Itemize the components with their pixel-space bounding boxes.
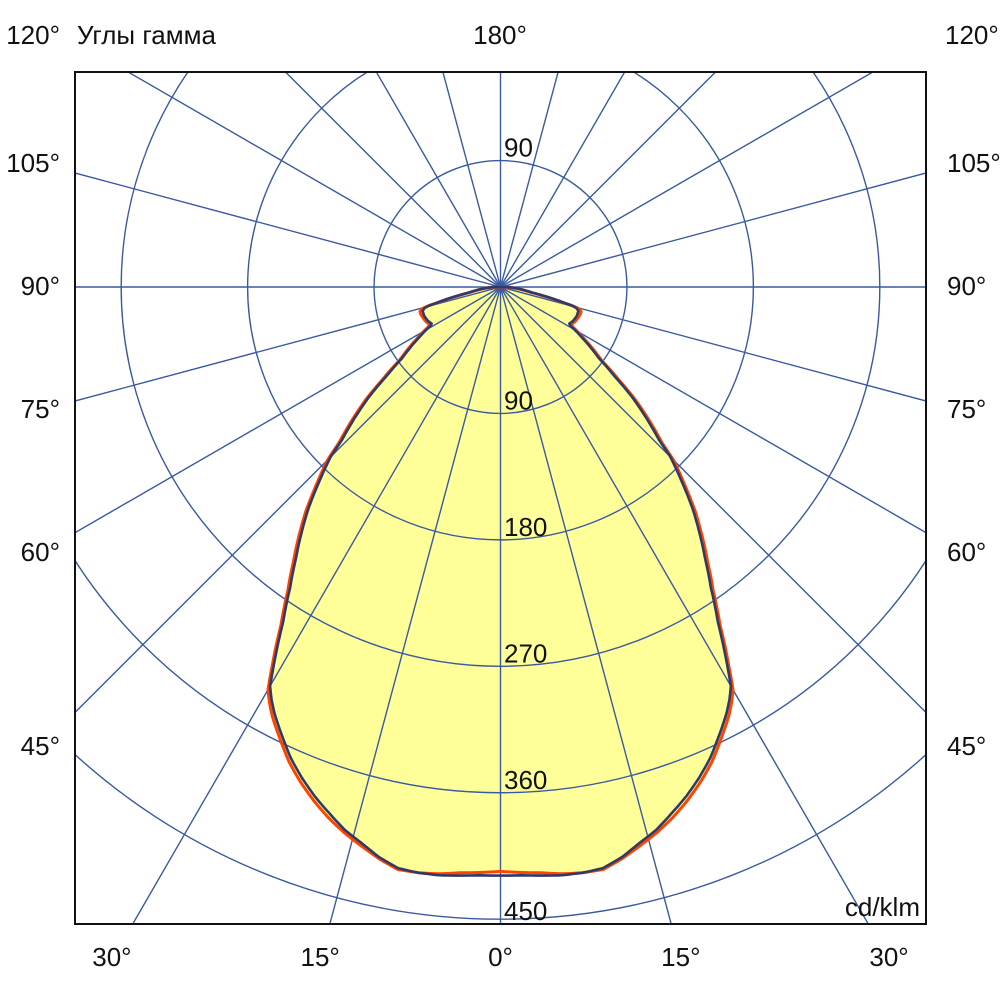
angular-grid-line-150	[499, 72, 626, 288]
angular-grid-line-135	[500, 72, 717, 288]
angular-grid-line-30	[499, 286, 870, 924]
angular-grid-line-150	[375, 72, 502, 288]
angular-grid-line-120	[500, 72, 875, 288]
radial-tick-label-upper-90: 90	[504, 133, 533, 163]
gamma-axis-label-bottom-15-left: 15°	[300, 942, 340, 972]
gamma-axis-label-left-90: 90°	[20, 271, 60, 301]
gamma-axis-label-top-180: 180°	[473, 20, 527, 50]
chart-title: Углы гамма	[77, 20, 216, 50]
angular-grid-line-45	[75, 286, 501, 714]
gamma-axis-label-left-120: 120°	[6, 20, 60, 50]
angular-grid-line-105	[500, 172, 926, 288]
curve-c90-270	[268, 285, 733, 877]
radial-axis-unit-label: cd/klm	[844, 892, 920, 922]
angular-grid-line-15	[499, 286, 672, 924]
gamma-axis-label-left-60: 60°	[20, 536, 60, 567]
gamma-axis-label-bottom-15-right: 15°	[661, 942, 701, 972]
angular-grid-line-165	[499, 72, 559, 288]
gamma-axis-label-right-105: 105°	[947, 147, 1000, 178]
angular-grid-line-30	[131, 286, 502, 924]
angular-grid-line-105	[75, 172, 501, 288]
radial-tick-label-270: 270	[504, 638, 547, 668]
gamma-axis-label-left-105: 105°	[6, 147, 60, 178]
angular-grid-line-60	[500, 286, 926, 534]
gamma-axis-label-right-120: 120°	[945, 20, 999, 50]
angular-grid-line-135	[284, 72, 501, 288]
radial-tick-label-360: 360	[504, 765, 547, 795]
gamma-axis-label-right-90: 90°	[947, 271, 987, 301]
gamma-axis-label-left-75: 75°	[20, 394, 60, 425]
gamma-axis-label-bottom-30-left: 30°	[92, 942, 132, 972]
gamma-axis-label-bottom-30-right: 30°	[869, 942, 909, 972]
radial-tick-label-90: 90	[504, 385, 533, 415]
angular-grid-line-75	[500, 286, 926, 402]
angular-grid-line-120	[126, 72, 501, 288]
radial-tick-label-450: 450	[504, 896, 547, 926]
gamma-axis-label-left-45: 45°	[20, 731, 60, 761]
radial-tick-label-180: 180	[504, 512, 547, 542]
angular-grid-line-60	[75, 286, 501, 534]
gamma-axis-label-bottom-0: 0°	[488, 942, 513, 972]
angular-grid-line-45	[500, 286, 926, 714]
gamma-axis-label-right-45: 45°	[947, 731, 987, 761]
gamma-axis-label-right-60: 60°	[947, 536, 987, 567]
angular-grid-line-15	[329, 286, 502, 924]
angular-grid-line-75	[75, 286, 501, 402]
plot-border	[74, 71, 927, 925]
gamma-axis-label-right-75: 75°	[947, 394, 987, 425]
